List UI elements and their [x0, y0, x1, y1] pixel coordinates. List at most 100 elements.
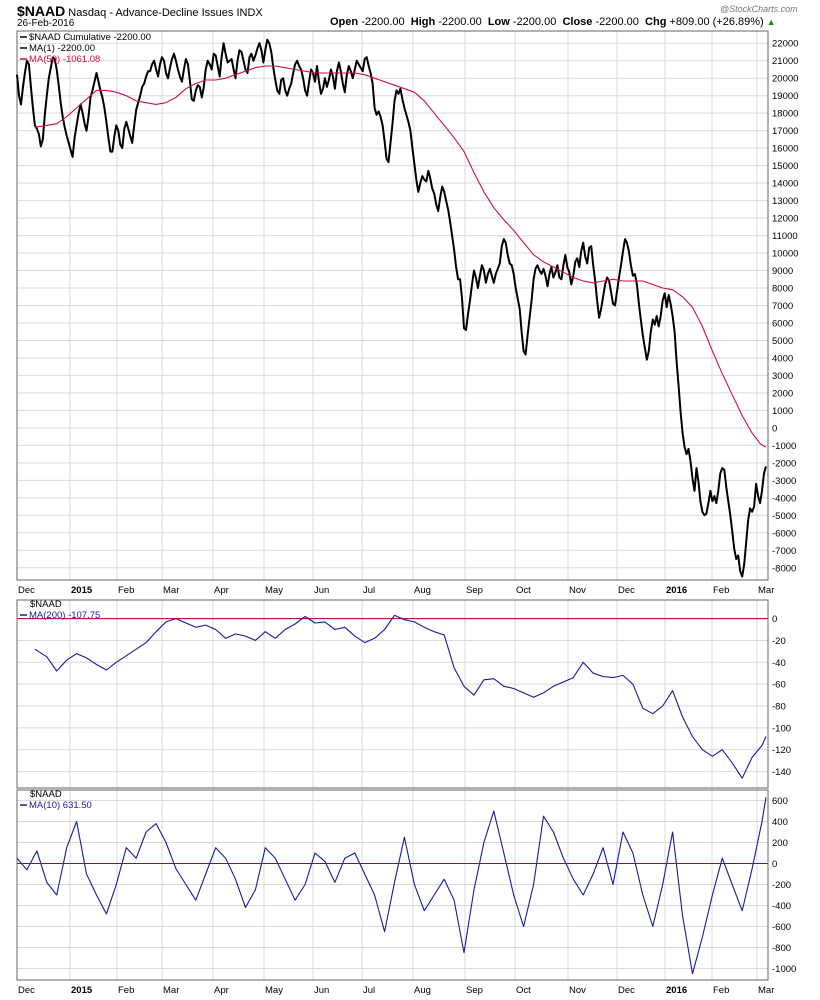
y-tick-label: -100 — [772, 723, 791, 734]
y-tick-label: 12000 — [772, 214, 798, 225]
y-tick-label: -1000 — [772, 441, 796, 452]
y-tick-label: 2000 — [772, 388, 793, 399]
y-tick-label: 20000 — [772, 74, 798, 85]
chart-panel-3: 600 400 200 0 -200 -400 -600 -800 -1000 $NAADMA(1… — [16, 789, 796, 996]
x-tick-label: Apr — [214, 985, 229, 996]
x-tick-label: 2015 — [71, 585, 93, 596]
y-tick-label: -800 — [772, 943, 791, 954]
y-tick-label: 0 — [772, 614, 777, 625]
x-tick-label: Apr — [214, 585, 229, 596]
panel-frame — [16, 30, 769, 581]
ohlc-readout: Open -2200.00 High -2200.00 Low -2200.00… — [330, 16, 776, 28]
x-tick-label: Aug — [414, 585, 431, 596]
y-tick-label: 15000 — [772, 161, 798, 172]
legend-entry: $NAAD — [30, 599, 62, 610]
chart-panel-1: 2200021000200001900018000170001600015000… — [16, 30, 798, 596]
y-tick-label: -400 — [772, 901, 791, 912]
x-tick-label: Mar — [163, 585, 179, 596]
y-tick-label: 3000 — [772, 371, 793, 382]
y-tick-label: 14000 — [772, 179, 798, 190]
index-name: Nasdaq - Advance-Decline Issues INDX — [68, 7, 263, 19]
y-tick-label: 13000 — [772, 196, 798, 207]
x-tick-label: Oct — [516, 985, 531, 996]
x-tick-label: Dec — [18, 985, 35, 996]
x-tick-label: Jul — [363, 985, 375, 996]
y-tick-label: 600 — [772, 796, 788, 807]
y-tick-label: 11000 — [772, 231, 798, 242]
x-tick-label: Feb — [118, 985, 134, 996]
y-tick-label: -200 — [772, 880, 791, 891]
y-tick-label: -4000 — [772, 493, 796, 504]
y-tick-label: -2000 — [772, 458, 796, 469]
legend-entry: MA(1) -2200.00 — [29, 43, 95, 54]
y-tick-label: 19000 — [772, 91, 798, 102]
panel-frame — [16, 789, 769, 981]
y-tick-label: -40 — [772, 658, 786, 669]
y-tick-label: -8000 — [772, 563, 796, 574]
y-tick-label: 5000 — [772, 336, 793, 347]
x-tick-label: Mar — [758, 585, 774, 596]
y-tick-label: 22000 — [772, 39, 798, 50]
y-tick-label: 8000 — [772, 284, 793, 295]
x-tick-label: Jul — [363, 585, 375, 596]
chart-date: 26-Feb-2016 — [17, 18, 75, 29]
y-tick-label: 16000 — [772, 144, 798, 155]
x-tick-label: 2016 — [666, 585, 687, 596]
x-tick-label: Feb — [713, 585, 729, 596]
legend-entry: MA(50) -1061.08 — [29, 54, 100, 65]
y-tick-label: -140 — [772, 767, 791, 778]
y-tick-label: -600 — [772, 922, 791, 933]
y-tick-label: -120 — [772, 745, 791, 756]
y-tick-label: 400 — [772, 817, 788, 828]
ma10-line — [16, 797, 767, 975]
y-tick-label: 6000 — [772, 318, 793, 329]
y-tick-label: 0 — [772, 859, 777, 870]
legend-entry: $NAAD Cumulative -2200.00 — [29, 32, 151, 43]
chart-header-title: $NAAD Nasdaq - Advance-Decline Issues IN… — [17, 3, 263, 19]
ma200-line — [34, 614, 767, 779]
y-tick-label: 10000 — [772, 249, 798, 260]
x-tick-label: May — [265, 585, 283, 596]
panel-frame — [16, 599, 769, 789]
x-tick-label: Nov — [569, 985, 586, 996]
x-tick-label: Sep — [466, 585, 483, 596]
y-tick-label: 200 — [772, 838, 788, 849]
y-tick-label: 9000 — [772, 266, 793, 277]
legend-entry: MA(10) 631.50 — [29, 800, 92, 811]
y-tick-label: 0 — [772, 423, 777, 434]
y-tick-label: 18000 — [772, 109, 798, 120]
chg-up-icon: ▲ — [766, 17, 776, 27]
x-tick-label: Sep — [466, 985, 483, 996]
x-tick-label: Jun — [314, 985, 329, 996]
x-tick-label: Mar — [758, 985, 774, 996]
y-tick-label: -1000 — [772, 964, 796, 975]
x-tick-label: 2016 — [666, 985, 687, 996]
symbol: $NAAD — [17, 3, 66, 19]
x-tick-label: Mar — [163, 985, 179, 996]
y-tick-label: -6000 — [772, 528, 796, 539]
legend-entry: MA(200) -107.75 — [29, 610, 100, 621]
legend-entry: $NAAD — [30, 789, 62, 800]
x-tick-label: Dec — [18, 585, 35, 596]
y-tick-label: -20 — [772, 636, 786, 647]
x-tick-label: Feb — [118, 585, 134, 596]
x-tick-label: Nov — [569, 585, 586, 596]
y-tick-label: -5000 — [772, 511, 796, 522]
watermark: @StockCharts.com — [720, 4, 798, 14]
y-tick-label: -60 — [772, 680, 786, 691]
y-tick-label: 17000 — [772, 126, 798, 137]
x-tick-label: Oct — [516, 585, 531, 596]
naad-cumulative-line — [16, 38, 767, 578]
y-tick-label: -80 — [772, 702, 786, 713]
x-tick-label: Dec — [618, 985, 635, 996]
x-tick-label: Feb — [713, 985, 729, 996]
x-tick-label: 2015 — [71, 985, 93, 996]
x-tick-label: Dec — [618, 585, 635, 596]
x-tick-label: Jun — [314, 585, 329, 596]
y-tick-label: 7000 — [772, 301, 793, 312]
x-tick-label: May — [265, 985, 283, 996]
y-tick-label: 4000 — [772, 353, 793, 364]
y-tick-label: 1000 — [772, 406, 793, 417]
